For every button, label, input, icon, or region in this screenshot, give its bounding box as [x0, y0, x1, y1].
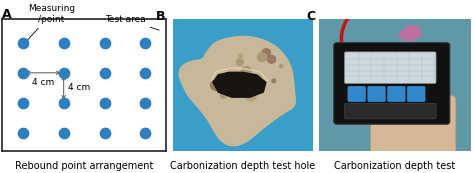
Circle shape — [210, 80, 221, 90]
Circle shape — [220, 93, 227, 98]
FancyBboxPatch shape — [334, 43, 450, 124]
Text: Test area: Test area — [105, 15, 159, 30]
Point — [60, 71, 67, 74]
Circle shape — [235, 75, 246, 85]
Point — [142, 131, 149, 134]
Text: C: C — [306, 10, 315, 23]
Polygon shape — [398, 26, 422, 41]
Text: B: B — [156, 10, 166, 23]
Point — [142, 71, 149, 74]
Text: Carbonization depth test: Carbonization depth test — [334, 161, 456, 171]
Circle shape — [237, 59, 243, 66]
Point — [60, 101, 67, 104]
FancyBboxPatch shape — [345, 52, 436, 83]
Circle shape — [255, 75, 261, 81]
Point — [101, 42, 109, 44]
Circle shape — [245, 90, 256, 101]
Point — [19, 42, 27, 44]
FancyBboxPatch shape — [387, 86, 406, 102]
Circle shape — [272, 79, 276, 83]
Point — [19, 131, 27, 134]
Point — [60, 42, 67, 44]
Text: Measuring
/point: Measuring /point — [27, 4, 75, 41]
Polygon shape — [212, 72, 267, 98]
Text: Rebound point arrangement: Rebound point arrangement — [15, 161, 153, 171]
FancyBboxPatch shape — [367, 86, 386, 102]
Point — [142, 42, 149, 44]
Point — [19, 71, 27, 74]
Point — [101, 71, 109, 74]
Point — [142, 101, 149, 104]
Circle shape — [219, 75, 229, 84]
FancyBboxPatch shape — [347, 86, 366, 102]
FancyBboxPatch shape — [407, 86, 425, 102]
Point — [101, 131, 109, 134]
Circle shape — [267, 56, 276, 63]
Text: 4 cm: 4 cm — [32, 78, 55, 87]
Polygon shape — [179, 37, 295, 146]
Text: A: A — [2, 7, 12, 21]
Text: 4 cm: 4 cm — [68, 83, 90, 92]
Circle shape — [262, 49, 271, 57]
FancyBboxPatch shape — [345, 103, 436, 119]
Circle shape — [238, 54, 243, 58]
Circle shape — [280, 65, 283, 68]
Point — [19, 101, 27, 104]
Point — [101, 101, 109, 104]
Point — [60, 131, 67, 134]
Circle shape — [242, 67, 251, 76]
Circle shape — [211, 81, 218, 87]
FancyBboxPatch shape — [370, 95, 456, 156]
Circle shape — [257, 53, 267, 61]
Text: Carbonization depth test hole: Carbonization depth test hole — [170, 161, 316, 171]
